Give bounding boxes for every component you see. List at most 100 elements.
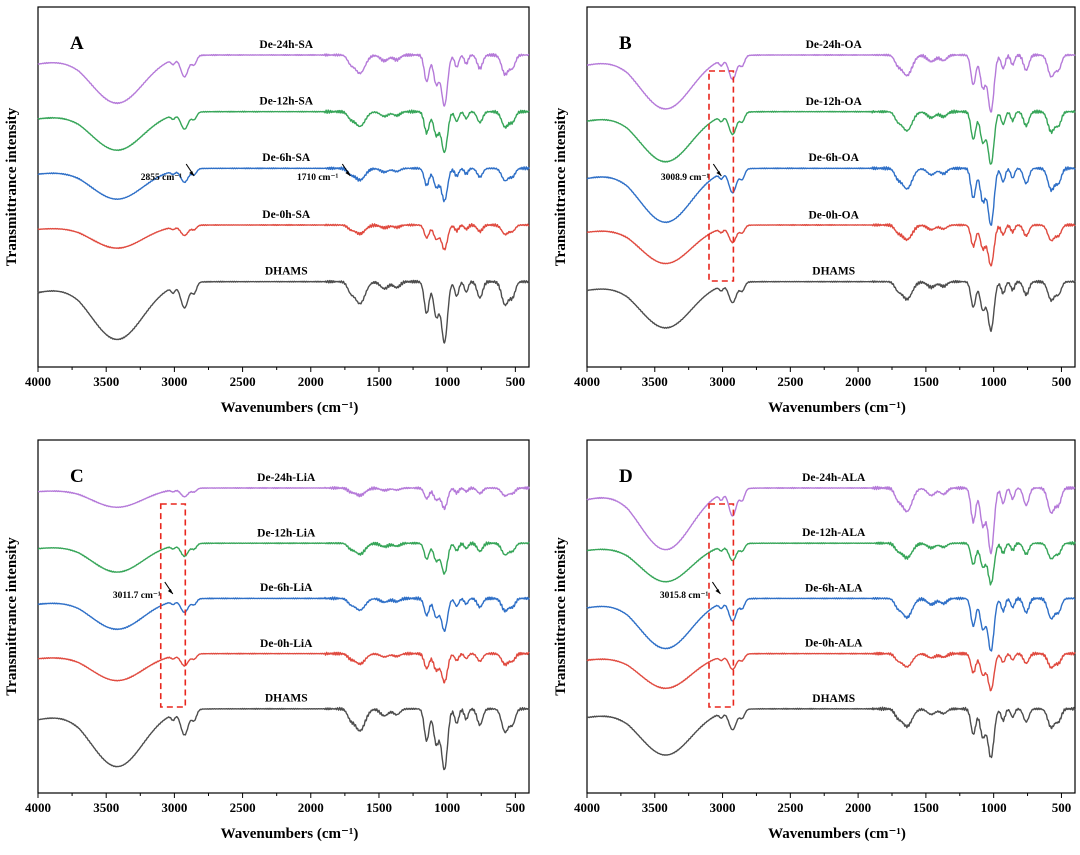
x-axis-label: Wavenumbers (cm⁻¹)	[221, 826, 359, 842]
series-line-de-6h-oa	[586, 166, 1076, 226]
series-label: DHAMS	[812, 266, 855, 278]
x-tick-label: 1000	[981, 800, 1007, 815]
x-tick-label: 500	[1052, 374, 1072, 389]
x-tick-label: 4000	[574, 374, 600, 389]
series-label: De-12h-OA	[806, 96, 863, 108]
annotation-label: 3008.9 cm⁻¹	[661, 173, 710, 183]
series-line-de-6h-sa	[37, 166, 530, 203]
series-line-de-24h-lia	[37, 486, 530, 511]
annotation-arrowhead	[715, 589, 721, 594]
series-label: De-24h-ALA	[802, 472, 866, 484]
highlight-box	[708, 503, 735, 708]
y-axis-label: Transmittrance intensity	[4, 107, 20, 266]
series-line-de-6h-lia	[37, 596, 530, 632]
series-line-de-12h-lia	[37, 541, 530, 575]
x-tick-label: 2000	[298, 800, 324, 815]
x-axis-label: Wavenumbers (cm⁻¹)	[221, 400, 359, 416]
series-label: De-6h-ALA	[805, 582, 863, 594]
panel-c: C 4000 3500 3000 2500 2000 1500 1000 500 Wavenumb…	[4, 439, 530, 842]
annotation-arrowhead	[716, 171, 722, 176]
series-label: De-0h-SA	[262, 209, 311, 221]
series-line-dhams	[37, 279, 530, 344]
series-label: De-12h-LiA	[257, 527, 316, 539]
series-line-dhams	[37, 706, 530, 771]
x-tick-label: 1000	[981, 374, 1007, 389]
panel-a: A 4000 3500 3000 2500 2000 1500 1000 500 Wavenumb…	[4, 6, 530, 416]
x-tick-label: 2500	[777, 374, 803, 389]
series-line-de-0h-ala	[586, 651, 1076, 692]
series-line-de-24h-ala	[586, 485, 1076, 555]
x-tick-label: 2500	[230, 374, 256, 389]
panel-b: B 4000 3500 3000 2500 2000 1500 1000 500 Wavenumb…	[553, 6, 1076, 416]
annotation-label: 3015.8 cm⁻¹	[660, 591, 709, 601]
x-tick-label: 3500	[93, 374, 119, 389]
highlight-box	[159, 503, 187, 708]
plot-frame	[586, 6, 1076, 368]
x-tick-label: 3000	[710, 374, 736, 389]
x-tick-label: 4000	[25, 800, 51, 815]
x-tick-label: 2000	[845, 800, 871, 815]
x-axis-label: Wavenumbers (cm⁻¹)	[768, 826, 906, 842]
x-tick-label: 1500	[913, 374, 939, 389]
series-label: De-6h-SA	[262, 152, 311, 164]
x-tick-label: 1500	[366, 800, 392, 815]
series-label: De-24h-OA	[806, 39, 863, 51]
series-line-de-0h-lia	[37, 651, 530, 684]
highlight-box	[708, 70, 735, 282]
x-tick-label: 4000	[574, 800, 600, 815]
series-label: DHAMS	[812, 693, 855, 705]
series-line-de-24h-oa	[586, 53, 1076, 113]
annotation-arrowhead	[189, 171, 195, 176]
series-line-de-12h-sa	[37, 109, 530, 154]
panel-letter: B	[619, 33, 632, 54]
x-tick-label: 3500	[642, 800, 668, 815]
y-axis-label: Transmittrance intensity	[553, 107, 569, 266]
x-tick-label: 2500	[230, 800, 256, 815]
series-line-de-24h-sa	[37, 53, 530, 107]
series-line-de-0h-oa	[586, 223, 1076, 267]
panel-d: D 4000 3500 3000 2500 2000 1500 1000 500 Wavenumb…	[553, 439, 1076, 842]
annotation-label: 1710 cm⁻¹	[297, 173, 339, 183]
annotation-arrowhead	[167, 589, 173, 594]
series-label: De-12h-ALA	[802, 527, 866, 539]
x-tick-label: 1000	[434, 800, 460, 815]
x-tick-label: 500	[506, 374, 526, 389]
series-line-de-6h-ala	[586, 596, 1076, 652]
x-tick-label: 2000	[845, 374, 871, 389]
series-label: De-0h-OA	[808, 209, 859, 221]
x-tick-label: 1000	[434, 374, 460, 389]
series-label: De-0h-LiA	[260, 638, 313, 650]
series-label: De-6h-LiA	[260, 582, 313, 594]
annotation-arrowhead	[345, 171, 351, 176]
x-tick-label: 3000	[161, 800, 187, 815]
plot-frame	[37, 439, 530, 794]
x-axis-label: Wavenumbers (cm⁻¹)	[768, 400, 906, 416]
x-tick-label: 3000	[710, 800, 736, 815]
annotation-label: 2855 cm⁻¹	[141, 173, 183, 183]
plot-frame	[586, 439, 1076, 794]
x-tick-label: 4000	[25, 374, 51, 389]
panel-letter: A	[70, 33, 84, 54]
y-axis-label: Transmittrance intensity	[553, 537, 569, 696]
x-tick-label: 1500	[366, 374, 392, 389]
series-label: De-0h-ALA	[805, 638, 863, 650]
panel-letter: D	[619, 466, 633, 487]
series-line-dhams	[586, 706, 1076, 759]
series-label: DHAMS	[265, 266, 308, 278]
series-line-de-12h-oa	[586, 109, 1076, 165]
x-tick-label: 500	[1052, 800, 1072, 815]
series-label: De-12h-SA	[259, 96, 313, 108]
series-line-de-0h-sa	[37, 223, 530, 251]
plot-frame	[37, 6, 530, 368]
x-tick-label: 3000	[161, 374, 187, 389]
x-tick-label: 2000	[298, 374, 324, 389]
series-label: De-6h-OA	[808, 152, 859, 164]
x-tick-label: 1500	[913, 800, 939, 815]
series-line-de-12h-ala	[586, 541, 1076, 586]
panel-letter: C	[70, 466, 84, 487]
x-tick-label: 3500	[642, 374, 668, 389]
annotation-label: 3011.7 cm⁻¹	[113, 591, 161, 601]
x-tick-label: 500	[506, 800, 526, 815]
y-axis-label: Transmittrance intensity	[4, 537, 20, 696]
